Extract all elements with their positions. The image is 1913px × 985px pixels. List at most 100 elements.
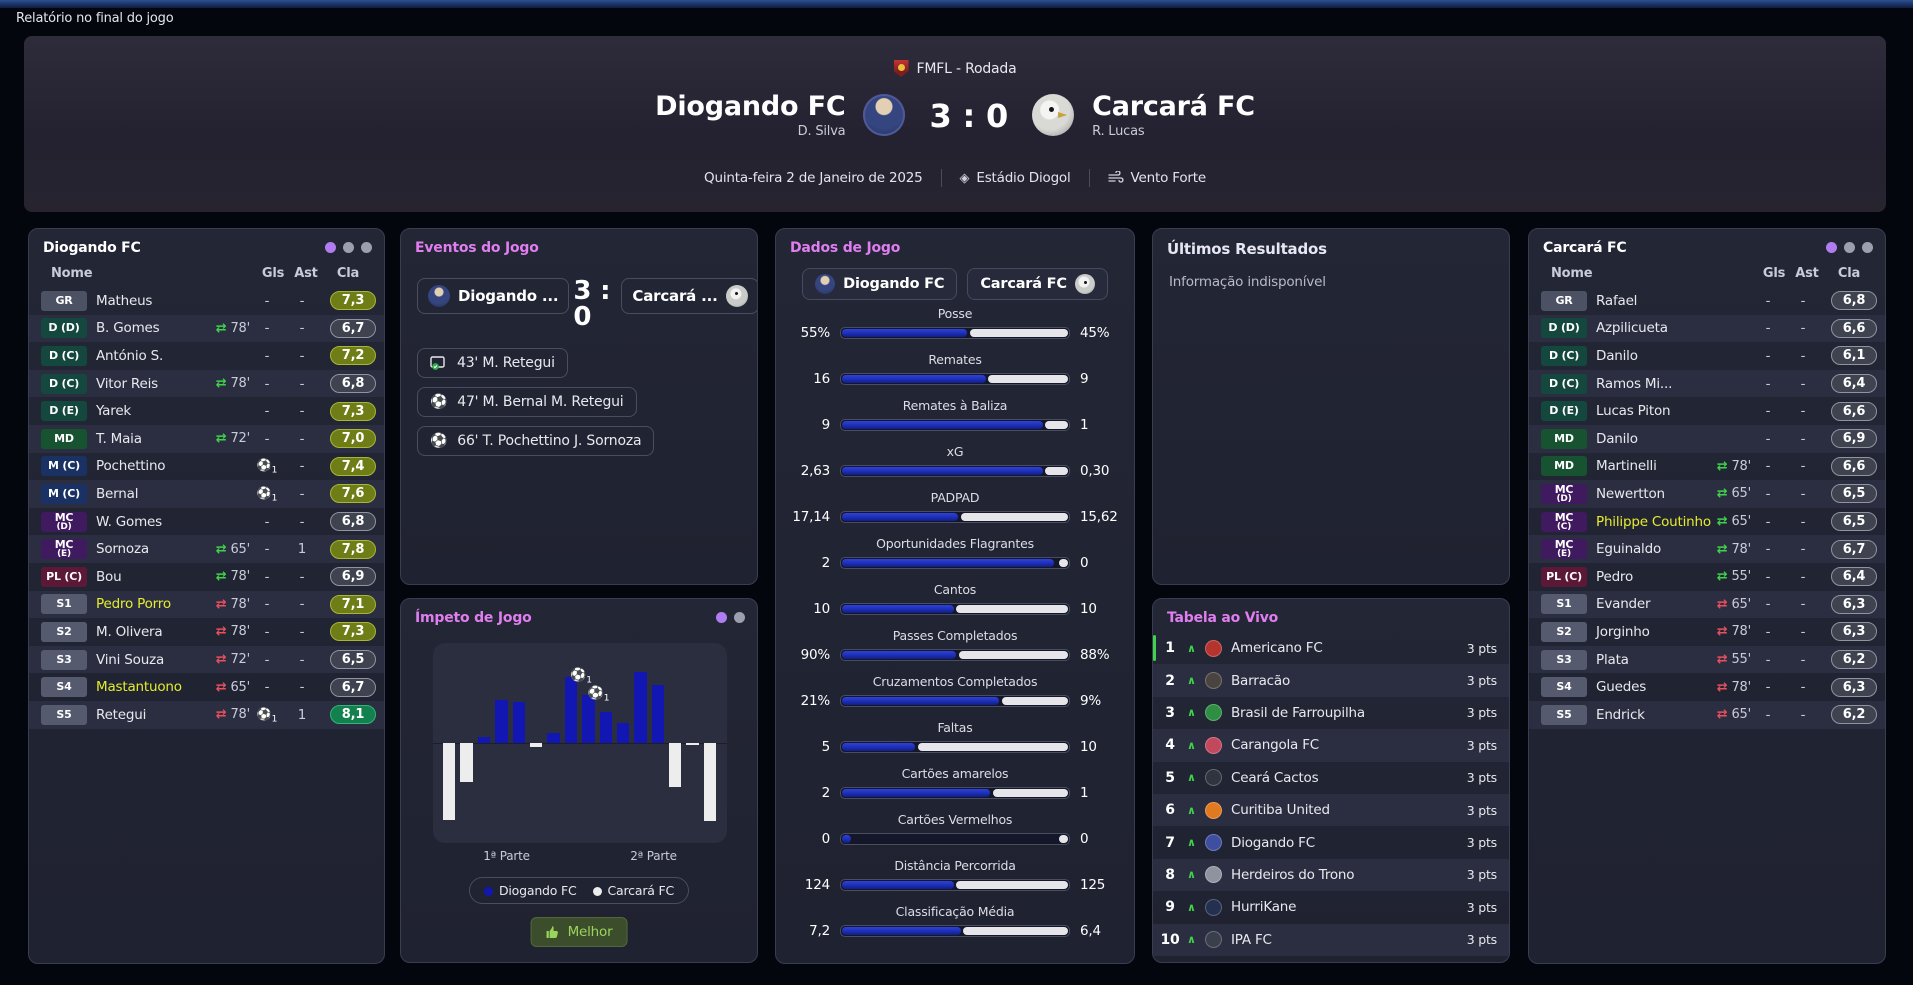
player-name[interactable]: Guedes xyxy=(1596,679,1647,696)
player-name[interactable]: B. Gomes xyxy=(96,320,160,337)
player-row[interactable]: D (C) Vitor Reis ⇄ 78' ⚽1 - - 6,8 xyxy=(29,369,384,398)
player-row[interactable]: D (D) Azpilicueta ⇄ ⚽1 - - 6,6 xyxy=(1529,314,1885,343)
home-team-name[interactable]: Diogando FC xyxy=(655,91,846,122)
player-name[interactable]: Bernal xyxy=(96,485,139,502)
club-name[interactable]: Carangola FC xyxy=(1231,737,1320,754)
player-row[interactable]: S5 Endrick ⇄ 65' ⚽1 - - 6,2 xyxy=(1529,700,1885,729)
player-row[interactable]: S2 Jorginho ⇄ 78' ⚽1 - - 6,3 xyxy=(1529,618,1885,646)
player-name[interactable]: Danilo xyxy=(1596,430,1638,447)
player-row[interactable]: M (C) Pochettino ⇄ ⚽1 - 7,4 xyxy=(29,453,384,481)
club-name[interactable]: Herdeiros do Trono xyxy=(1231,866,1355,883)
player-row[interactable]: GR Matheus ⇄ ⚽1 - - 7,3 xyxy=(29,287,384,315)
player-name[interactable]: Sornoza xyxy=(96,541,149,558)
player-name[interactable]: Plata xyxy=(1596,651,1629,668)
widget-dot[interactable] xyxy=(734,612,745,623)
widget-dot[interactable] xyxy=(361,242,372,253)
player-name[interactable]: Bou xyxy=(96,568,122,585)
player-name[interactable]: Ramos Mi... xyxy=(1596,375,1673,392)
col-ast[interactable]: Ast xyxy=(294,266,318,281)
away-team-name[interactable]: Carcará FC xyxy=(1092,91,1255,122)
table-row[interactable]: 4 ∧ Carangola FC 3 pts xyxy=(1153,729,1509,762)
player-row[interactable]: MC (E) Sornoza ⇄ 65' ⚽1 - 1 7,8 xyxy=(29,535,384,563)
player-row[interactable]: S2 M. Olivera ⇄ 78' ⚽1 - - 7,3 xyxy=(29,618,384,646)
player-row[interactable]: GR Rafael ⇄ ⚽1 - - 6,8 xyxy=(1529,287,1885,315)
player-row[interactable]: MD T. Maia ⇄ 72' ⚽1 - - 7,0 xyxy=(29,424,384,453)
player-name[interactable]: Jorginho xyxy=(1596,623,1650,640)
player-name[interactable]: Philippe Coutinho xyxy=(1596,513,1711,530)
table-row[interactable]: 8 ∧ Herdeiros do Trono 3 pts xyxy=(1153,858,1509,892)
player-name[interactable]: Yarek xyxy=(96,403,132,420)
club-name[interactable]: Brasil de Farroupilha xyxy=(1231,704,1365,721)
player-row[interactable]: MC (E) Eguinaldo ⇄ 78' ⚽1 - - 6,7 xyxy=(1529,535,1885,563)
col-name[interactable]: Nome xyxy=(1551,266,1593,281)
player-row[interactable]: MC (D) W. Gomes ⇄ ⚽1 - - 6,8 xyxy=(29,508,384,536)
match-event[interactable]: ⚽ 66' T. Pochettino J. Sornoza xyxy=(417,426,655,456)
widget-dot[interactable] xyxy=(1862,242,1873,253)
player-name[interactable]: Azpilicueta xyxy=(1596,320,1668,337)
widget-dot-active[interactable] xyxy=(716,612,727,623)
player-row[interactable]: S4 Guedes ⇄ 78' ⚽1 - - 6,3 xyxy=(1529,673,1885,701)
player-name[interactable]: Mastantuono xyxy=(96,679,182,696)
player-row[interactable]: PL (C) Pedro ⇄ 55' ⚽1 - - 6,4 xyxy=(1529,563,1885,591)
player-row[interactable]: D (C) Danilo ⇄ ⚽1 - - 6,1 xyxy=(1529,342,1885,370)
player-row[interactable]: MC (C) Philippe Coutinho ⇄ 65' ⚽1 - - 6,… xyxy=(1529,508,1885,536)
col-ast[interactable]: Ast xyxy=(1795,266,1819,281)
events-away-team-chip[interactable]: Carcará ... xyxy=(621,278,757,314)
player-row[interactable]: S3 Vini Souza ⇄ 72' ⚽1 - - 6,5 xyxy=(29,645,384,674)
player-row[interactable]: MD Danilo ⇄ ⚽1 - - 6,9 xyxy=(1529,424,1885,453)
col-name[interactable]: Nome xyxy=(51,266,93,281)
away-panel-widget-dots[interactable] xyxy=(1826,242,1873,253)
table-row[interactable]: 9 ∧ HurriKane 3 pts xyxy=(1153,891,1509,923)
momentum-widget-dots[interactable] xyxy=(716,612,745,623)
player-name[interactable]: Vini Souza xyxy=(96,651,165,668)
player-name[interactable]: Evander xyxy=(1596,596,1651,613)
player-row[interactable]: D (C) António S. ⇄ ⚽1 - - 7,2 xyxy=(29,342,384,370)
table-row[interactable]: 10 ∧ IPA FC 3 pts xyxy=(1153,923,1509,956)
player-row[interactable]: S3 Plata ⇄ 55' ⚽1 - - 6,2 xyxy=(1529,645,1885,674)
match-event[interactable]: ⚽ 47' M. Bernal M. Retegui xyxy=(417,387,637,417)
club-name[interactable]: Americano FC xyxy=(1231,640,1323,657)
club-name[interactable]: Ceará Cactos xyxy=(1231,769,1319,786)
club-name[interactable]: HurriKane xyxy=(1231,899,1297,916)
club-name[interactable]: Barracão xyxy=(1231,672,1291,689)
col-cla[interactable]: Cla xyxy=(336,266,360,281)
table-row[interactable]: 2 ∧ Barracão 3 pts xyxy=(1153,664,1509,697)
home-team-crest[interactable] xyxy=(863,94,906,136)
player-row[interactable]: S1 Pedro Porro ⇄ 78' ⚽1 - - 7,1 xyxy=(29,590,384,619)
events-home-team-chip[interactable]: Diogando ... xyxy=(417,278,570,314)
player-row[interactable]: MC (D) Newertton ⇄ 65' ⚽1 - - 6,5 xyxy=(1529,480,1885,508)
player-name[interactable]: Newertton xyxy=(1596,485,1665,502)
col-gls[interactable]: Gls xyxy=(261,266,285,281)
table-row[interactable]: 3 ∧ Brasil de Farroupilha 3 pts xyxy=(1153,697,1509,729)
player-name[interactable]: T. Maia xyxy=(96,430,142,447)
col-cla[interactable]: Cla xyxy=(1837,266,1861,281)
match-event[interactable]: ⚽ 43' M. Retegui xyxy=(417,348,568,378)
widget-dot-active[interactable] xyxy=(1826,242,1837,253)
player-row[interactable]: S4 Mastantuono ⇄ 65' ⚽1 - - 6,7 xyxy=(29,673,384,701)
stats-home-team-button[interactable]: Diogando FC xyxy=(802,268,958,300)
away-team-crest[interactable] xyxy=(1032,94,1075,136)
player-name[interactable]: Retegui xyxy=(96,706,147,723)
player-name[interactable]: Martinelli xyxy=(1596,458,1657,475)
player-name[interactable]: Pedro xyxy=(1596,568,1634,585)
stats-away-team-button[interactable]: Carcará FC xyxy=(967,268,1108,300)
player-row[interactable]: D (D) B. Gomes ⇄ 78' ⚽1 - - 6,7 xyxy=(29,314,384,343)
col-gls[interactable]: Gls xyxy=(1762,266,1786,281)
player-row[interactable]: M (C) Bernal ⇄ ⚽1 - 7,6 xyxy=(29,480,384,508)
player-name[interactable]: Endrick xyxy=(1596,706,1645,723)
home-panel-widget-dots[interactable] xyxy=(325,242,372,253)
player-name[interactable]: Eguinaldo xyxy=(1596,541,1662,558)
player-name[interactable]: Lucas Piton xyxy=(1596,403,1671,420)
player-row[interactable]: MD Martinelli ⇄ 78' ⚽1 - - 6,6 xyxy=(1529,453,1885,481)
club-name[interactable]: Curitiba United xyxy=(1231,802,1330,819)
widget-dot-active[interactable] xyxy=(325,242,336,253)
player-row[interactable]: S5 Retegui ⇄ 78' ⚽1 1 8,1 xyxy=(29,700,384,729)
player-row[interactable]: D (C) Ramos Mi... ⇄ ⚽1 - - 6,4 xyxy=(1529,369,1885,398)
player-name[interactable]: Pochettino xyxy=(96,458,166,475)
table-row[interactable]: 7 ∧ Diogando FC 3 pts xyxy=(1153,826,1509,858)
away-manager-name[interactable]: R. Lucas xyxy=(1092,124,1145,139)
table-row[interactable]: 6 ∧ Curitiba United 3 pts xyxy=(1153,793,1509,827)
player-name[interactable]: Vitor Reis xyxy=(96,375,158,392)
player-row[interactable]: S1 Evander ⇄ 65' ⚽1 - - 6,3 xyxy=(1529,590,1885,619)
widget-dot[interactable] xyxy=(343,242,354,253)
